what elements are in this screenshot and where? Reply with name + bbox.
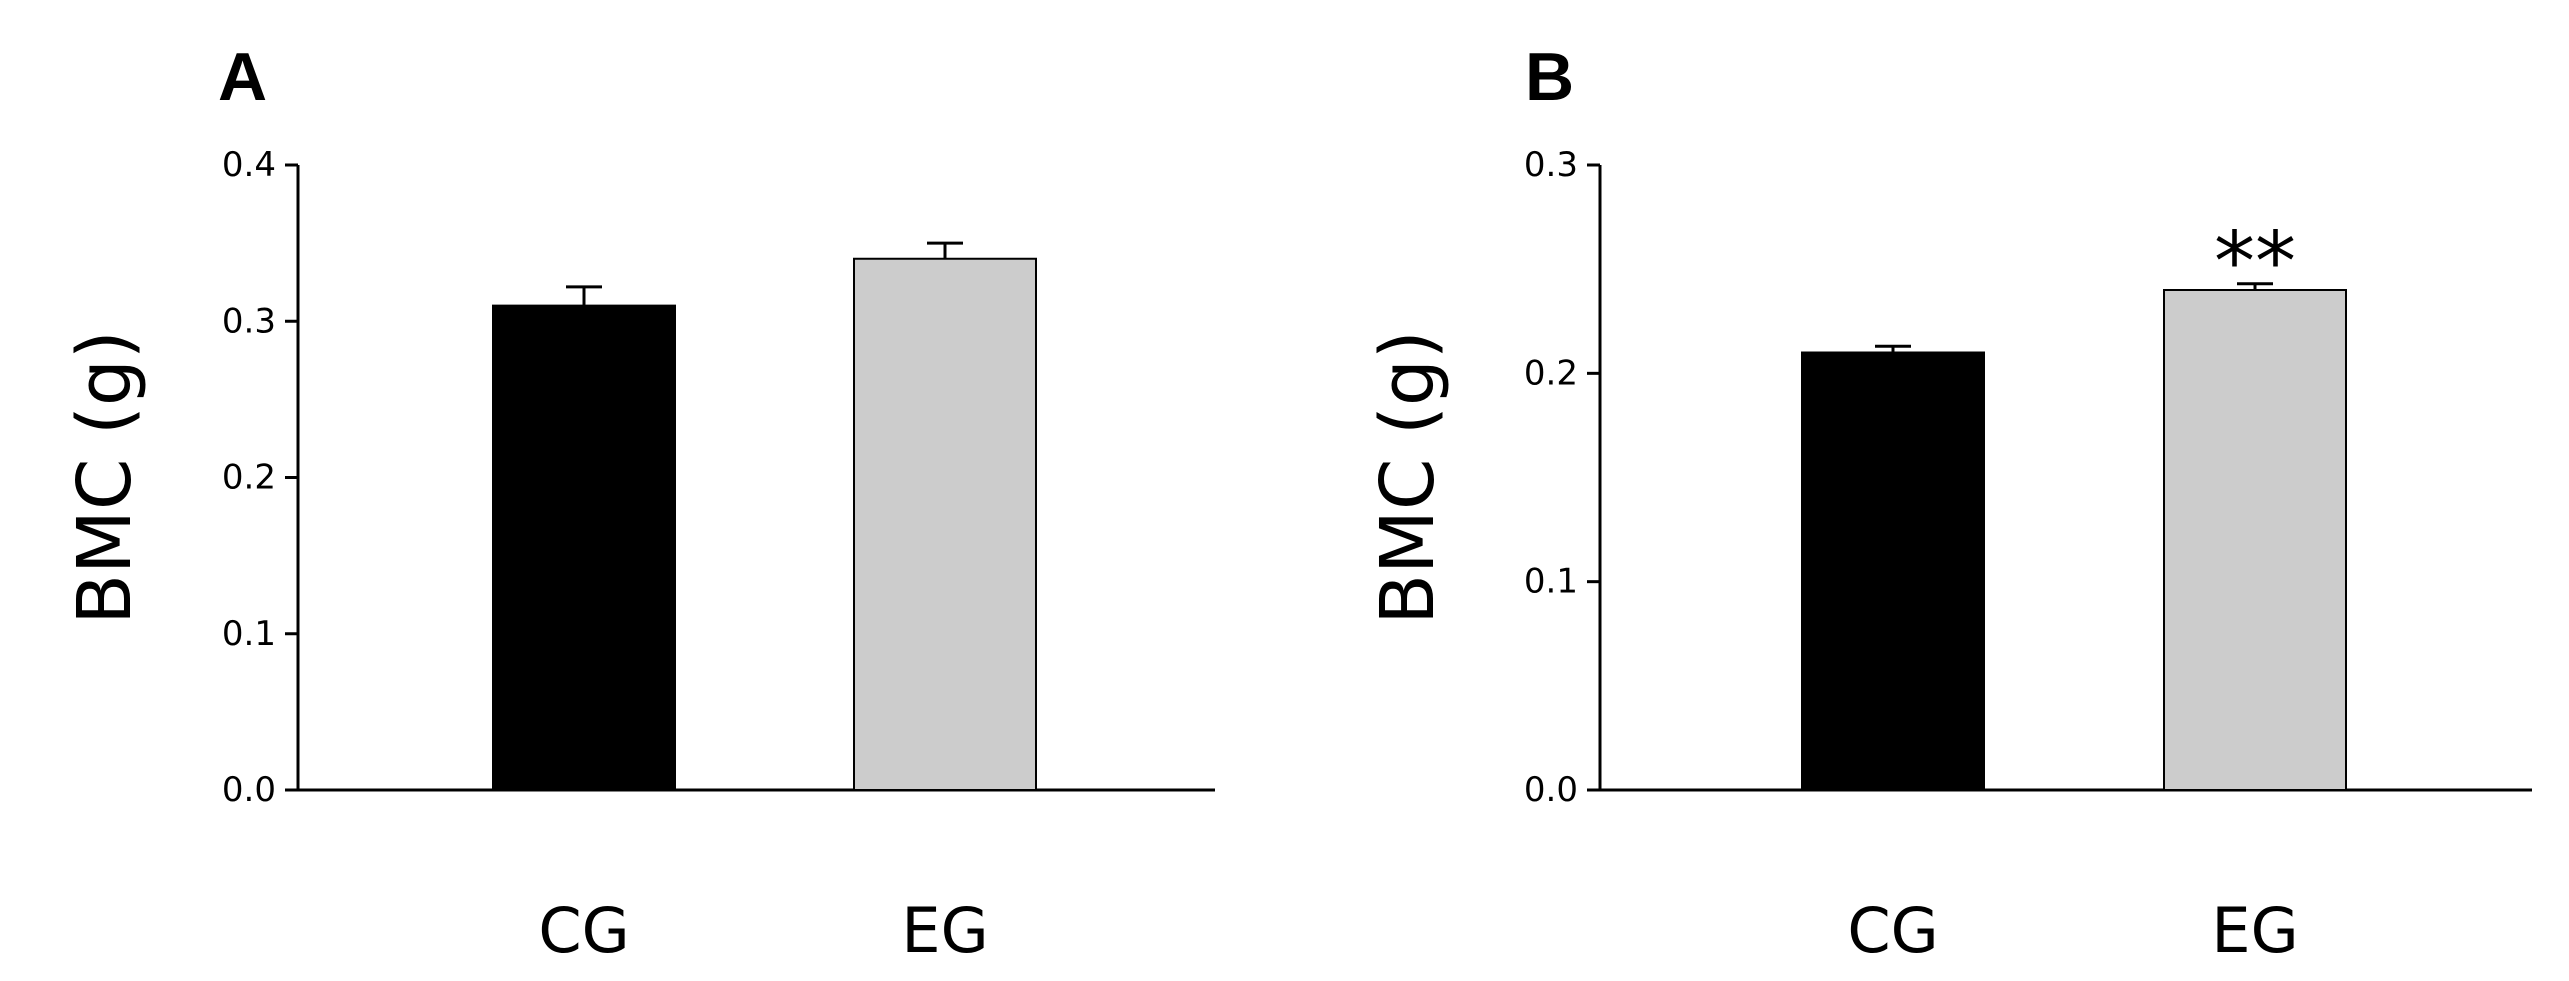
- category-label: CG: [538, 894, 629, 967]
- bar-cg: [492, 304, 676, 791]
- significance-annotation: **: [2214, 215, 2296, 310]
- y-tick-label: 0.4: [222, 145, 276, 185]
- y-tick-label: 0.1: [1524, 562, 1578, 602]
- bar-cg: [1801, 351, 1985, 791]
- y-tick-label: 0.0: [1524, 770, 1578, 810]
- y-tick-label: 0.2: [222, 458, 276, 498]
- chart-panel-b: B BMC (g) 0.0 0.1 0.2 0.3 CG EG **: [1365, 39, 2532, 967]
- y-axis-label: BMC (g): [62, 330, 148, 625]
- category-label: EG: [901, 894, 988, 967]
- y-tick-label: 0.3: [222, 301, 276, 341]
- y-tick-label: 0.2: [1524, 353, 1578, 393]
- y-tick-label: 0.3: [1524, 145, 1578, 185]
- panel-label: B: [1525, 39, 1574, 115]
- bar-eg: [2163, 289, 2347, 791]
- category-label: EG: [2211, 894, 2298, 967]
- y-tick-label: 0.0: [222, 770, 276, 810]
- y-axis-label: BMC (g): [1365, 330, 1451, 625]
- y-tick-label: 0.1: [222, 614, 276, 654]
- chart-panel-a: A BMC (g) 0.0 0.1 0.2 0.3 0.4 CG EG: [62, 39, 1215, 967]
- panel-label: A: [218, 39, 267, 115]
- category-label: CG: [1847, 894, 1938, 967]
- bar-eg: [853, 257, 1037, 791]
